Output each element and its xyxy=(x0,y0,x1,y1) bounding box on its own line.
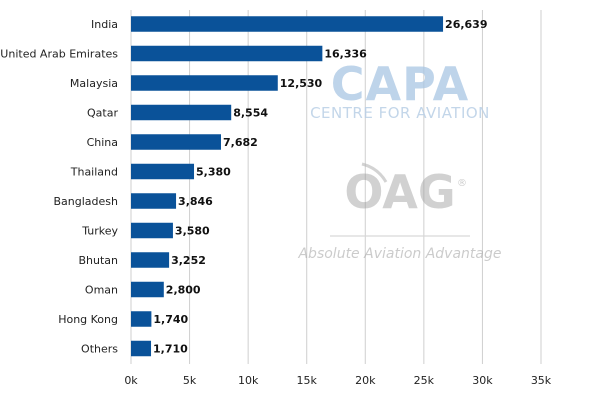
bar xyxy=(131,16,444,32)
bar xyxy=(131,252,170,268)
bar xyxy=(131,134,221,150)
category-label: Thailand xyxy=(70,166,118,179)
x-tick-label: 35k xyxy=(531,374,552,387)
bar xyxy=(131,281,164,298)
x-tick-label: 25k xyxy=(414,374,435,387)
category-label: Qatar xyxy=(87,107,118,120)
data-label: 16,336 xyxy=(324,48,367,61)
x-tick-label: 10k xyxy=(238,374,259,387)
data-label: 5,380 xyxy=(196,166,231,179)
bar xyxy=(131,193,177,209)
grid-lines xyxy=(130,10,542,364)
x-tick-label: 20k xyxy=(355,374,376,387)
oag-watermark-tagline: Absolute Aviation Advantage xyxy=(297,246,501,262)
oag-watermark-title: OAG xyxy=(344,165,455,219)
data-label: 8,554 xyxy=(233,107,268,120)
category-label: Malaysia xyxy=(70,77,118,90)
data-label: 1,740 xyxy=(153,313,188,326)
category-labels: India United Arab Emirates Malaysia Qatar Ch… xyxy=(0,18,118,356)
category-label: China xyxy=(87,136,118,149)
category-label: United Arab Emirates xyxy=(0,48,118,61)
category-label: India xyxy=(91,18,118,31)
x-tick-label: 15k xyxy=(297,374,318,387)
bar xyxy=(131,104,232,121)
bar xyxy=(131,222,173,239)
category-label: Turkey xyxy=(81,225,118,238)
bar xyxy=(131,311,152,327)
data-label: 3,252 xyxy=(171,254,206,267)
watermarks: CAPA CENTRE FOR AVIATION OAG ® Absolute … xyxy=(297,57,501,262)
data-label: 3,580 xyxy=(175,225,210,238)
oag-registered-mark: ® xyxy=(457,178,467,189)
category-label: Others xyxy=(81,343,118,356)
category-label: Bhutan xyxy=(78,254,118,267)
bars xyxy=(131,16,444,357)
bar xyxy=(131,340,152,357)
bar xyxy=(131,163,195,180)
data-label: 12,530 xyxy=(280,77,323,90)
bar xyxy=(131,75,278,91)
bar xyxy=(131,45,323,62)
x-tick-label: 30k xyxy=(472,374,493,387)
category-label: Hong Kong xyxy=(58,313,118,326)
oag-swoosh-icon xyxy=(361,162,388,183)
capa-watermark-title: CAPA xyxy=(331,57,469,111)
value-labels: 26,639 16,336 12,530 8,554 7,682 5,380 3,846 3,… xyxy=(153,18,487,356)
data-label: 26,639 xyxy=(445,18,487,31)
category-label: Oman xyxy=(85,284,118,297)
category-label: Bangladesh xyxy=(54,195,119,208)
capa-watermark-subtitle: CENTRE FOR AVIATION xyxy=(310,104,490,122)
data-label: 2,800 xyxy=(166,284,201,297)
data-label: 7,682 xyxy=(223,136,258,149)
data-label: 3,846 xyxy=(178,195,213,208)
x-axis-ticks: 0k 5k 10k 15k 20k 25k 30k 35k xyxy=(124,374,551,387)
x-tick-label: 0k xyxy=(124,374,138,387)
x-tick-label: 5k xyxy=(183,374,197,387)
data-label: 1,710 xyxy=(153,343,188,356)
